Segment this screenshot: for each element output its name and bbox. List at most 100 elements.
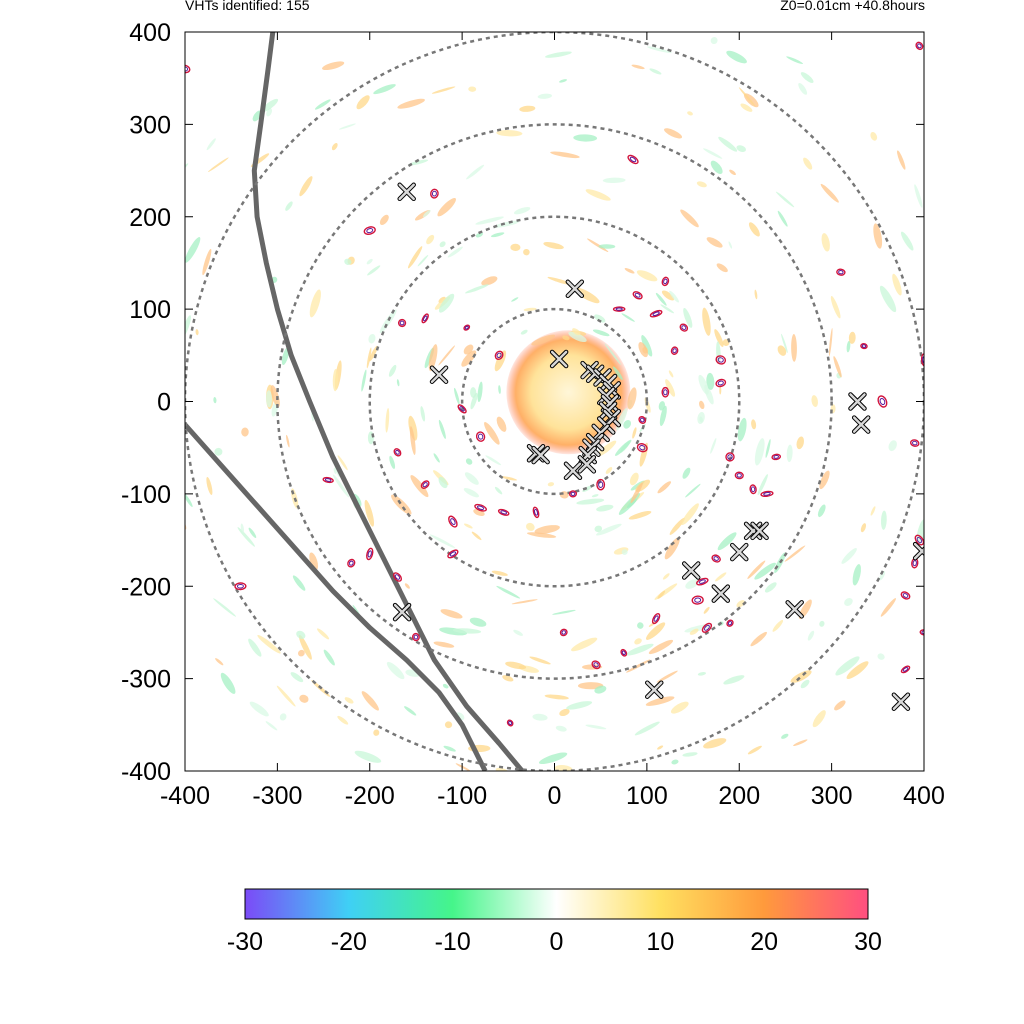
field-patch — [525, 522, 535, 531]
field-patch — [286, 434, 290, 448]
field-patch — [596, 504, 614, 512]
vortex-contour-inner — [477, 433, 484, 440]
field-patch — [366, 347, 372, 369]
vortex-contour-inner — [459, 406, 465, 412]
vortex-contour-inner — [534, 509, 538, 516]
field-patch — [299, 176, 313, 197]
field-patch — [658, 401, 666, 411]
vht-marker — [591, 423, 610, 443]
field-patch — [740, 103, 753, 112]
vortex-contour-outer — [322, 476, 334, 484]
field-patch — [738, 87, 756, 107]
vortex-contour-inner — [324, 478, 332, 482]
vortex-contour-inner — [621, 650, 626, 655]
axis-ticks — [184, 31, 925, 772]
field-patch — [510, 243, 521, 252]
field-patch — [463, 487, 480, 498]
vortex-contour-outer — [430, 188, 439, 199]
field-patch — [438, 293, 455, 313]
field-patch — [468, 86, 477, 92]
field-patch — [379, 309, 397, 334]
field-patch — [367, 265, 381, 276]
vortex-contour-outer — [185, 64, 191, 74]
colorbar-tick-label: 20 — [750, 928, 778, 956]
field-patch — [685, 483, 701, 498]
field-patch — [598, 244, 616, 249]
y-tick-label: 100 — [129, 296, 171, 324]
vortex-contour-inner — [703, 624, 710, 631]
vht-marker — [563, 461, 583, 481]
vortex-contour-inner — [912, 440, 918, 446]
field-patch — [645, 622, 666, 640]
field-patch — [461, 350, 477, 367]
colorbar-tick-label: -20 — [331, 928, 367, 956]
field-patch — [710, 437, 717, 454]
time-label: Z0=0.01cm +40.8hours — [780, 0, 925, 13]
vortex-contour-outer — [749, 484, 757, 495]
field-patch — [844, 597, 853, 607]
vortex-contour-outer — [632, 291, 643, 300]
field-patch — [249, 701, 269, 717]
field-patch — [718, 136, 738, 152]
vortex-contour-outer — [397, 318, 407, 328]
field-patch — [623, 419, 632, 429]
vortex-contour-inner — [450, 518, 456, 526]
field-patch — [754, 562, 776, 580]
vortex-contour-inner — [593, 662, 599, 668]
field-patch — [648, 639, 674, 655]
field-patch — [296, 630, 306, 639]
vortex-contour-inner — [185, 66, 189, 72]
field-patch — [659, 405, 667, 427]
field-patch — [888, 440, 897, 452]
field-patch — [587, 238, 609, 253]
field-patch — [386, 661, 405, 680]
field-patch — [582, 485, 593, 492]
field-patch — [470, 387, 477, 398]
field-patch — [929, 237, 936, 263]
field-patch — [544, 694, 569, 700]
field-patch — [870, 131, 878, 141]
field-patch — [706, 237, 723, 248]
x-axis-tick-labels: -400 -300 -200 -100 0 100 200 300 400 — [160, 782, 945, 810]
field-patch — [389, 455, 396, 469]
field-patch — [657, 590, 666, 599]
vortex-contour-outer — [661, 276, 670, 287]
field-patch — [484, 422, 500, 445]
field-patch — [684, 624, 713, 633]
field-patch — [716, 263, 728, 273]
field-patch — [648, 620, 658, 627]
field-patch — [852, 564, 861, 586]
field-patch — [496, 585, 521, 599]
field-patch — [364, 499, 375, 527]
vortex-contour-outer — [914, 534, 924, 546]
field-patch — [698, 374, 709, 395]
field-patch — [158, 347, 166, 358]
coastline-b — [185, 422, 488, 771]
field-patch — [630, 482, 643, 504]
field-patch — [443, 745, 456, 752]
field-patch — [846, 661, 869, 680]
field-patch — [493, 220, 520, 228]
field-patch — [777, 345, 787, 356]
field-patch — [660, 304, 675, 314]
field-patch — [515, 781, 531, 788]
field-patch — [631, 64, 645, 70]
field-patch — [625, 643, 654, 656]
field-patch — [545, 51, 572, 58]
field-patch — [737, 417, 747, 442]
x-tick-label: 300 — [811, 782, 853, 810]
field-patch — [754, 289, 758, 300]
field-patch — [781, 333, 788, 353]
field-patch — [265, 721, 278, 731]
field-patch — [820, 183, 839, 203]
vortex-contour-outer — [448, 515, 458, 528]
vht-marker — [730, 542, 749, 562]
vortex-contour-inner — [652, 311, 660, 316]
vortex-contour-outer — [612, 306, 626, 312]
field-patch — [669, 517, 685, 535]
field-patch — [649, 68, 662, 75]
field-patch — [860, 523, 867, 533]
vht-marker — [681, 561, 701, 580]
field-patch — [237, 527, 255, 547]
field-patch — [428, 344, 438, 372]
